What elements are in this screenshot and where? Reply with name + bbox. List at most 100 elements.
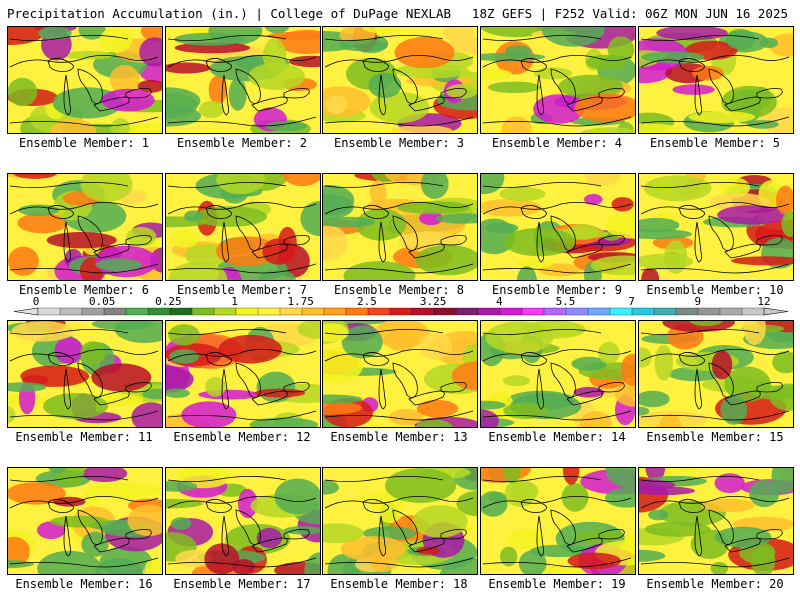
colorbar-segment bbox=[103, 307, 127, 316]
geographic-outline bbox=[9, 557, 159, 568]
precip-blob bbox=[565, 223, 599, 240]
precip-blob bbox=[397, 201, 470, 215]
geographic-outline bbox=[167, 329, 287, 335]
geographic-outline bbox=[251, 243, 288, 259]
geographic-outline bbox=[724, 390, 761, 406]
precip-blob bbox=[264, 27, 290, 34]
geographic-outline bbox=[640, 476, 760, 482]
precip-blob bbox=[323, 225, 348, 260]
precip-blob bbox=[343, 261, 416, 280]
ensemble-member-label: Ensemble Member: 17 bbox=[173, 577, 311, 591]
precip-field-map bbox=[8, 27, 162, 133]
precip-blob bbox=[481, 409, 499, 427]
colorbar-segment bbox=[59, 307, 83, 316]
precip-blob bbox=[139, 37, 162, 67]
precip-blob bbox=[137, 79, 162, 93]
precip-blob bbox=[142, 388, 162, 400]
geographic-outline bbox=[640, 202, 790, 215]
geographic-outline bbox=[640, 116, 790, 127]
geographic-outline bbox=[167, 263, 317, 274]
precip-blob bbox=[389, 409, 424, 426]
precip-blob bbox=[488, 81, 541, 93]
colorbar-tick-label: 0.25 bbox=[155, 296, 182, 308]
ensemble-map-panel bbox=[322, 26, 478, 134]
precip-blob bbox=[166, 480, 198, 492]
geographic-outline bbox=[482, 496, 632, 509]
colorbar-tick-label: 0.05 bbox=[89, 296, 116, 308]
precip-blob bbox=[717, 205, 787, 225]
precip-blob bbox=[323, 480, 339, 495]
geographic-outline bbox=[362, 58, 389, 72]
geographic-outline bbox=[640, 329, 760, 335]
precip-blob bbox=[174, 42, 251, 54]
geographic-outline bbox=[167, 557, 317, 568]
geographic-outline bbox=[482, 349, 632, 362]
ensemble-member-label: Ensemble Member: 5 bbox=[649, 136, 781, 150]
colorbar-min-arrow bbox=[13, 307, 39, 316]
geographic-outline bbox=[678, 499, 705, 513]
geographic-outline bbox=[756, 382, 783, 393]
precip-blob bbox=[248, 62, 305, 90]
precip-blob bbox=[771, 468, 793, 494]
geographic-outline bbox=[408, 537, 445, 553]
geographic-outline bbox=[640, 55, 790, 68]
precip-blob bbox=[8, 406, 16, 424]
precip-blob bbox=[110, 118, 130, 133]
geographic-outline bbox=[362, 205, 389, 219]
geographic-outline bbox=[9, 35, 129, 41]
colorbar-max-arrow bbox=[763, 307, 789, 316]
geographic-outline bbox=[678, 205, 705, 219]
geographic-outline bbox=[324, 263, 474, 274]
geographic-outline bbox=[536, 515, 545, 557]
precip-blob bbox=[369, 180, 387, 206]
geographic-outline bbox=[520, 205, 547, 219]
precip-blob bbox=[8, 246, 39, 276]
geographic-outline bbox=[9, 329, 129, 335]
precip-blob bbox=[481, 400, 506, 410]
geographic-outline bbox=[324, 329, 444, 335]
geographic-outline bbox=[125, 235, 152, 246]
precip-blob bbox=[82, 468, 128, 482]
precip-blob bbox=[533, 94, 585, 124]
precip-blob bbox=[341, 325, 383, 359]
precip-field-map bbox=[8, 174, 162, 280]
geographic-outline bbox=[482, 116, 632, 127]
geographic-outline bbox=[205, 58, 232, 72]
ensemble-member-label: Ensemble Member: 8 bbox=[333, 283, 465, 297]
precip-blob bbox=[663, 240, 688, 274]
ensemble-map-panel bbox=[638, 467, 794, 575]
precip-blob bbox=[166, 365, 194, 393]
precip-blob bbox=[168, 261, 228, 280]
precip-blob bbox=[325, 95, 347, 115]
precip-blob bbox=[558, 74, 623, 99]
precip-blob bbox=[481, 491, 508, 517]
colorbar-segment bbox=[257, 307, 281, 316]
geographic-outline bbox=[167, 349, 317, 362]
geographic-outline bbox=[167, 116, 317, 127]
precip-blob bbox=[481, 68, 512, 80]
precip-field-map bbox=[481, 321, 635, 427]
ensemble-member-label: Ensemble Member: 18 bbox=[330, 577, 468, 591]
precip-blob bbox=[499, 186, 546, 202]
geographic-outline bbox=[482, 55, 632, 68]
geographic-outline bbox=[520, 352, 547, 366]
precip-field-map bbox=[481, 27, 635, 133]
precip-blob bbox=[714, 473, 745, 493]
geographic-outline bbox=[9, 476, 129, 482]
precip-blob bbox=[254, 388, 306, 398]
ensemble-member-label: Ensemble Member: 15 bbox=[646, 430, 784, 444]
ensemble-map-panel bbox=[165, 467, 321, 575]
precip-blob bbox=[8, 560, 34, 569]
geographic-outline bbox=[251, 390, 288, 406]
precip-blob bbox=[481, 52, 546, 62]
geographic-outline bbox=[566, 243, 603, 259]
geographic-outline bbox=[167, 55, 317, 68]
geographic-outline bbox=[640, 182, 760, 188]
geographic-outline bbox=[482, 202, 632, 215]
ensemble-member-label: Ensemble Member: 16 bbox=[15, 577, 153, 591]
geographic-outline bbox=[640, 349, 790, 362]
geographic-outline bbox=[378, 74, 387, 116]
precip-field-map bbox=[8, 321, 162, 427]
geographic-outline bbox=[125, 88, 152, 99]
geographic-outline bbox=[9, 496, 159, 509]
